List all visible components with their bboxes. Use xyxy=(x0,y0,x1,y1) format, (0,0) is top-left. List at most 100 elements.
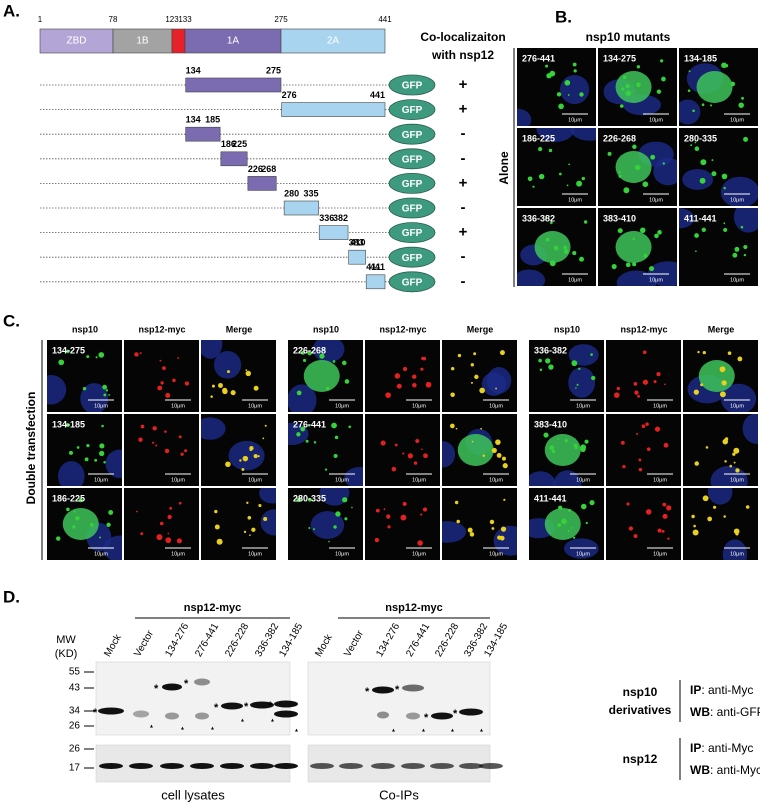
row-label: 134-185 xyxy=(52,419,85,429)
gfp-label: GFP xyxy=(402,179,423,190)
image-content xyxy=(201,340,259,398)
punctum xyxy=(553,245,559,251)
cell-green xyxy=(534,231,571,263)
band-marker: * xyxy=(268,700,273,712)
band-marker: * xyxy=(214,702,219,714)
punctum xyxy=(585,521,588,525)
nucleus xyxy=(707,488,733,505)
nucleus xyxy=(517,269,546,286)
band-marker: * xyxy=(93,707,98,719)
punctum xyxy=(491,527,495,530)
nucleus xyxy=(260,509,276,536)
mw-label: MW xyxy=(56,634,76,646)
position-label: 275 xyxy=(274,15,288,24)
row-label: 226-268 xyxy=(293,345,326,355)
cell-green xyxy=(544,508,581,540)
punctum xyxy=(421,448,423,451)
punctum xyxy=(549,260,556,267)
punctum xyxy=(402,366,408,372)
punctum xyxy=(313,441,317,444)
micrograph xyxy=(365,414,440,486)
punctum xyxy=(387,525,391,529)
punctum xyxy=(246,501,249,504)
punctum xyxy=(157,385,163,391)
ip-text: : anti-Myc xyxy=(701,741,753,755)
punctum xyxy=(162,366,166,371)
punctum xyxy=(95,356,98,359)
punctum xyxy=(576,180,583,187)
punctum xyxy=(98,536,101,539)
cleavage-marker: ▲ xyxy=(210,725,215,731)
construct-bar xyxy=(348,249,366,265)
band xyxy=(274,710,298,718)
punctum xyxy=(334,435,339,440)
punctum xyxy=(351,506,353,509)
punctum xyxy=(184,381,190,386)
punctum xyxy=(89,522,94,527)
image-content xyxy=(613,350,666,398)
image-content xyxy=(136,501,182,544)
side-label: Double transfection xyxy=(24,392,38,505)
band xyxy=(99,763,123,769)
end-label: 185 xyxy=(205,115,220,125)
punctum xyxy=(636,65,641,69)
punctum xyxy=(735,532,739,536)
band xyxy=(129,763,153,769)
punctum xyxy=(573,536,576,539)
punctum xyxy=(566,184,569,187)
punctum xyxy=(450,423,455,429)
lane-label: 134-276 xyxy=(374,621,402,659)
punctum xyxy=(210,395,213,398)
scale-label: 10μm xyxy=(248,403,262,409)
scale-label: 10μm xyxy=(248,477,262,483)
ip-text: : anti-Myc xyxy=(701,683,753,697)
punctum xyxy=(86,355,90,359)
row-label: 280-335 xyxy=(293,493,326,503)
punctum xyxy=(649,266,655,272)
punctum xyxy=(657,230,662,235)
image-content xyxy=(442,423,508,469)
header: Co-localizaiton xyxy=(420,30,505,44)
punctum xyxy=(308,498,312,502)
gfp-label: GFP xyxy=(402,130,423,141)
nucleus xyxy=(228,440,265,471)
scale-label: 10μm xyxy=(568,197,582,203)
punctum xyxy=(616,386,621,391)
punctum xyxy=(723,227,728,232)
end-label: 275 xyxy=(266,65,281,75)
cleavage-marker: ▲ xyxy=(270,717,275,723)
marker-label: 55 xyxy=(69,667,81,678)
punctum xyxy=(729,464,733,468)
punctum xyxy=(422,356,427,361)
scale-label: 10μm xyxy=(489,403,503,409)
punctum xyxy=(643,253,648,258)
punctum xyxy=(694,461,699,466)
punctum xyxy=(636,82,641,88)
punctum xyxy=(735,468,740,473)
punctum xyxy=(348,425,352,429)
punctum xyxy=(700,159,707,166)
punctum xyxy=(719,391,726,398)
punctum xyxy=(164,430,167,433)
punctum xyxy=(176,538,182,544)
column-header: nsp12-myc xyxy=(379,324,426,334)
gfp-label: GFP xyxy=(402,204,423,215)
punctum xyxy=(549,70,556,77)
punctum xyxy=(165,392,171,398)
punctum xyxy=(740,225,744,229)
punctum xyxy=(296,432,301,437)
punctum xyxy=(695,250,697,253)
punctum xyxy=(575,387,577,389)
punctum xyxy=(633,534,638,539)
scale-label: 10μm xyxy=(412,477,426,483)
panel-label: D. xyxy=(3,587,20,606)
punctum xyxy=(650,154,656,160)
punctum xyxy=(103,393,107,397)
punctum xyxy=(333,525,337,529)
column-header: nsp10 xyxy=(72,324,98,334)
ip-key: IP xyxy=(690,741,701,755)
punctum xyxy=(532,185,535,188)
punctum xyxy=(734,246,740,252)
row-label: 134-275 xyxy=(52,345,85,355)
punctum xyxy=(258,503,262,508)
